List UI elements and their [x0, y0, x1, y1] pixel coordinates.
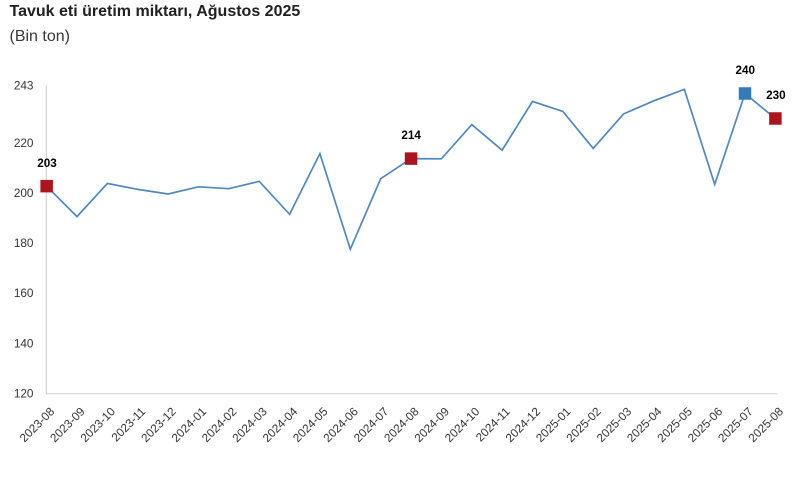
svg-text:214: 214 [401, 129, 421, 142]
svg-text:220: 220 [14, 136, 34, 150]
svg-text:120: 120 [14, 386, 34, 400]
svg-text:240: 240 [735, 64, 755, 77]
svg-text:140: 140 [14, 336, 34, 350]
svg-text:(Bin ton): (Bin ton) [10, 28, 70, 45]
svg-text:160: 160 [14, 286, 34, 300]
svg-text:243: 243 [14, 78, 34, 92]
svg-text:180: 180 [14, 236, 34, 250]
svg-text:200: 200 [14, 186, 34, 200]
svg-text:230: 230 [766, 89, 786, 102]
svg-text:Tavuk eti üretim miktarı, Ağus: Tavuk eti üretim miktarı, Ağustos 2025 [10, 3, 301, 20]
svg-text:203: 203 [37, 157, 57, 170]
